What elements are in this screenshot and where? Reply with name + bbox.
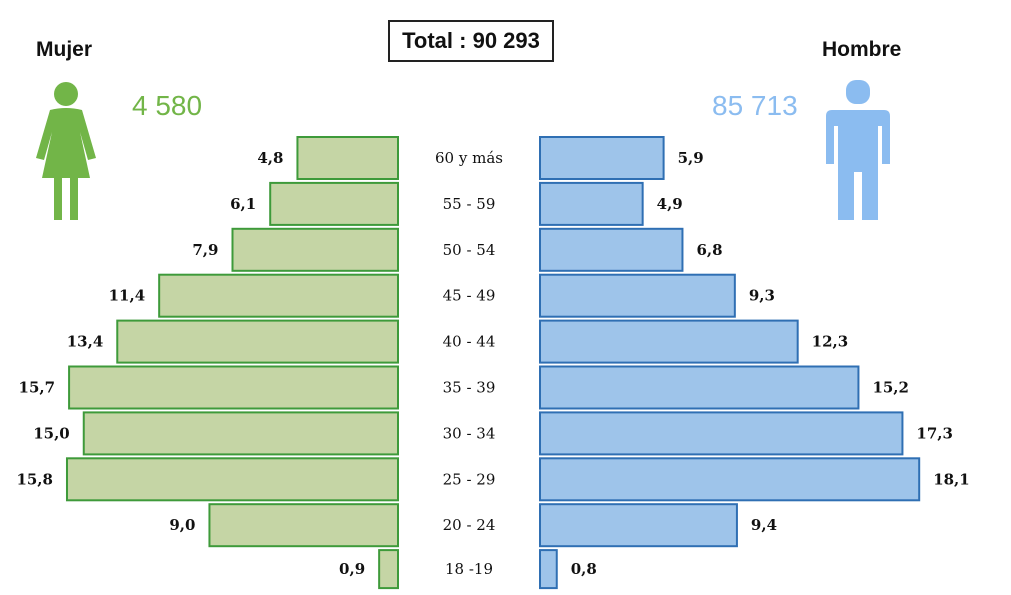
female-value-label: 13,4	[67, 333, 104, 351]
male-value-label: 12,3	[812, 333, 849, 351]
female-value-label: 7,9	[192, 241, 218, 259]
male-value-label: 18,1	[933, 470, 970, 488]
age-group-label: 30 - 34	[443, 424, 496, 442]
female-label: Mujer	[36, 38, 93, 61]
age-group-label: 35 - 39	[443, 379, 496, 397]
male-value-label: 15,2	[872, 379, 909, 397]
male-value-label: 4,9	[657, 195, 683, 213]
male-bar	[539, 549, 558, 590]
female-value-label: 15,8	[16, 470, 53, 488]
female-value-label: 9,0	[169, 516, 195, 534]
total-box: Total : 90 293	[388, 20, 554, 62]
age-group-label: 25 - 29	[443, 470, 496, 488]
male-bar	[539, 136, 665, 180]
female-value-label: 11,4	[109, 287, 146, 305]
male-value-label: 9,4	[751, 516, 777, 534]
female-bar	[116, 319, 400, 364]
female-value-label: 6,1	[230, 195, 256, 213]
age-group-label: 50 - 54	[443, 241, 496, 259]
age-group-label: 18 -19	[445, 560, 493, 578]
female-bar	[68, 365, 400, 410]
female-count: 4 580	[132, 90, 203, 121]
male-count: 85 713	[712, 90, 798, 121]
female-bar	[82, 411, 399, 456]
male-value-label: 9,3	[749, 287, 775, 305]
female-person-icon	[36, 82, 96, 220]
female-bar	[296, 136, 399, 180]
age-group-label: 60 y más	[435, 149, 503, 167]
female-bar	[231, 227, 399, 272]
male-value-label: 5,9	[678, 149, 704, 167]
female-value-label: 0,9	[339, 560, 365, 578]
male-value-label: 0,8	[571, 560, 597, 578]
male-value-label: 6,8	[696, 241, 722, 259]
male-person-icon	[826, 80, 890, 220]
female-value-label: 4,8	[257, 149, 283, 167]
male-bar	[539, 503, 738, 548]
age-group-label: 55 - 59	[443, 195, 496, 213]
female-bar	[269, 181, 399, 226]
age-group-label: 20 - 24	[443, 516, 496, 534]
female-bar	[378, 549, 399, 590]
male-bar	[539, 411, 904, 456]
male-bar	[539, 457, 921, 502]
female-bar	[208, 503, 399, 548]
female-value-label: 15,0	[33, 424, 70, 442]
male-bar	[539, 319, 799, 364]
female-value-label: 15,7	[19, 379, 56, 397]
total-label: Total : 90 293	[402, 28, 540, 53]
age-group-label: 45 - 49	[443, 287, 496, 305]
age-group-label: 40 - 44	[443, 333, 496, 351]
male-bar	[539, 365, 860, 410]
male-value-label: 17,3	[916, 424, 953, 442]
male-bar	[539, 181, 644, 226]
female-bar	[158, 273, 399, 318]
male-bar	[539, 227, 684, 272]
female-bar	[65, 457, 400, 502]
male-bar	[539, 273, 736, 318]
male-label: Hombre	[822, 38, 902, 61]
